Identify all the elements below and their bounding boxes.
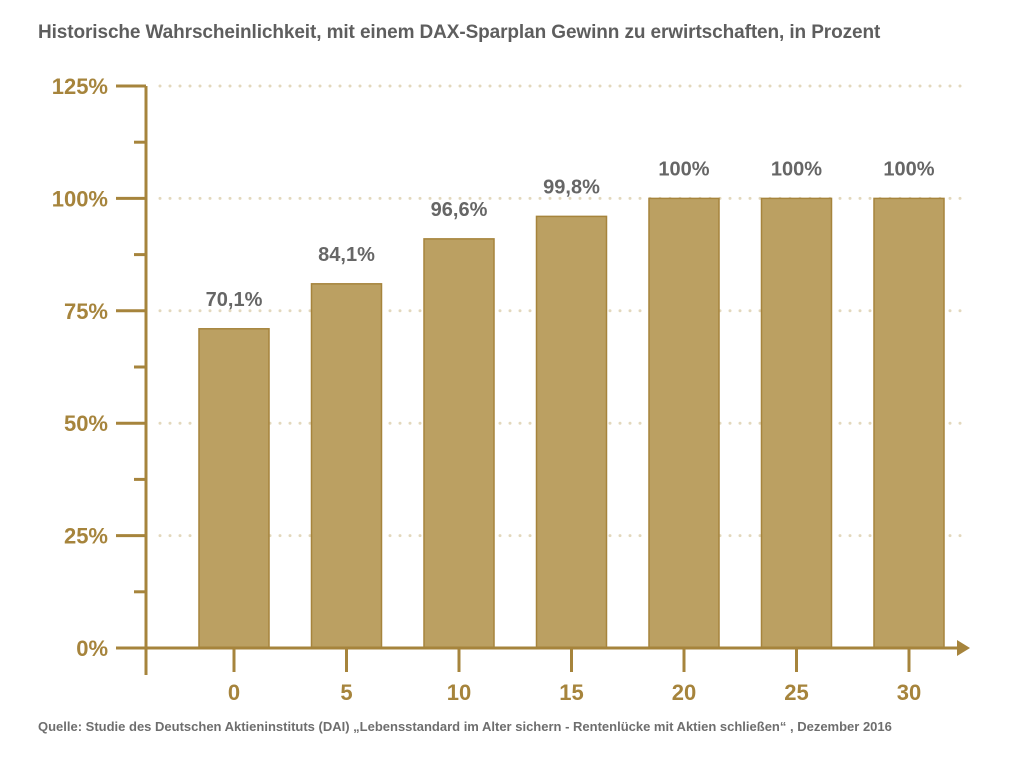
y-tick-label-125: 125% — [52, 74, 108, 99]
y-tick-label-0: 0% — [76, 636, 108, 661]
data-label-5: 84,1% — [318, 244, 375, 266]
chart-source: Quelle: Studie des Deutschen Aktieninsti… — [38, 719, 892, 734]
x-tick-label-0: 0 — [228, 680, 240, 705]
data-label-10: 96,6% — [431, 199, 488, 221]
bar-25 — [760, 197, 833, 649]
bar-10 — [423, 238, 495, 649]
bar-15 — [535, 215, 608, 649]
chart-title: Historische Wahrscheinlichkeit, mit eine… — [38, 22, 881, 43]
bar-20 — [648, 197, 720, 649]
labels: 0% 25% 50% 75% 100% 125% 0 5 10 15 20 25 30 70,1% 84,1… — [52, 74, 935, 705]
y-tick-label-25: 25% — [64, 524, 108, 549]
x-tick-label-20: 20 — [672, 680, 696, 705]
x-tick-label-25: 25 — [784, 680, 808, 705]
x-tick-label-30: 30 — [897, 680, 921, 705]
bar-0 — [198, 328, 270, 649]
y-tick-label-100: 100% — [52, 186, 108, 211]
data-label-25: 100% — [771, 158, 822, 180]
bar-30 — [873, 197, 945, 649]
axes — [116, 84, 970, 675]
data-label-20: 100% — [658, 158, 709, 180]
x-tick-label-10: 10 — [447, 680, 471, 705]
bar-5 — [310, 283, 383, 649]
data-label-15: 99,8% — [543, 176, 600, 198]
y-tick-label-75: 75% — [64, 299, 108, 324]
x-tick-label-5: 5 — [340, 680, 352, 705]
y-tick-label-50: 50% — [64, 411, 108, 436]
data-label-0: 70,1% — [206, 289, 263, 311]
data-label-30: 100% — [883, 158, 934, 180]
x-tick-label-15: 15 — [559, 680, 583, 705]
bars — [198, 197, 945, 649]
x-axis-arrow — [957, 640, 970, 656]
